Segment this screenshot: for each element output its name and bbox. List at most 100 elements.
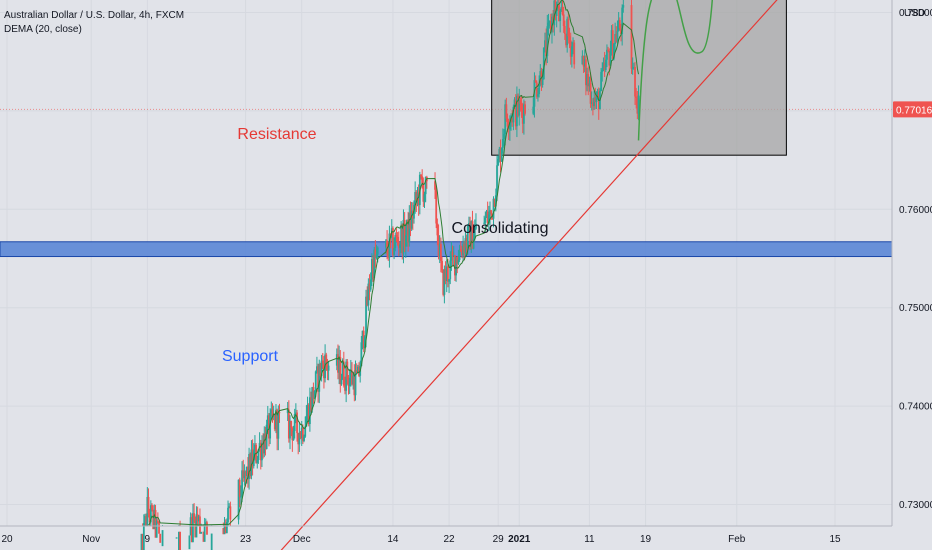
candle-body — [354, 370, 357, 396]
candle — [373, 246, 376, 281]
candle-body — [541, 79, 544, 85]
candle — [606, 44, 608, 68]
candle — [254, 435, 256, 461]
candle — [249, 452, 252, 479]
candle — [548, 20, 551, 29]
candle — [197, 514, 200, 526]
candle-body — [375, 254, 378, 258]
candle-body — [603, 62, 606, 71]
candle-body — [448, 279, 450, 282]
candle — [278, 403, 281, 423]
candle-body — [188, 535, 191, 550]
candle-body — [358, 366, 360, 376]
candle-body — [532, 106, 535, 114]
candle-body — [622, 5, 625, 8]
candle-body — [451, 251, 454, 256]
candle-body — [223, 524, 226, 535]
candle — [508, 115, 511, 141]
candle-body — [147, 496, 150, 514]
candle-body — [250, 449, 253, 477]
candle-body — [493, 198, 496, 207]
candle-body — [261, 442, 263, 461]
candle — [348, 368, 351, 394]
candle — [500, 147, 503, 162]
candle-body — [229, 506, 232, 520]
candle-body — [369, 279, 372, 290]
candle — [192, 503, 194, 543]
zones — [0, 0, 893, 258]
candle — [607, 46, 610, 53]
candle — [388, 225, 391, 268]
candle — [404, 223, 407, 258]
candle — [305, 405, 308, 428]
candle — [224, 519, 227, 534]
candle-body — [490, 210, 493, 214]
candle-body — [311, 387, 314, 410]
candle-body — [254, 444, 256, 452]
candle-body — [363, 336, 366, 349]
candle — [297, 432, 300, 455]
candle — [374, 240, 377, 268]
candle — [572, 37, 574, 55]
candle-body — [308, 397, 311, 425]
candle — [310, 391, 312, 413]
candle-body — [441, 260, 443, 271]
candle — [256, 455, 259, 469]
candle-body — [566, 18, 569, 46]
candle-body — [242, 470, 245, 479]
candle-body — [202, 531, 205, 542]
trendline — [280, 0, 778, 550]
candle — [229, 501, 232, 526]
candle — [594, 87, 597, 110]
candle-body — [396, 236, 399, 243]
candle-body — [547, 22, 550, 27]
candle-body — [417, 192, 420, 206]
candle — [292, 425, 295, 441]
candle — [243, 464, 246, 486]
candle-body — [565, 34, 567, 46]
candle — [151, 503, 153, 512]
candle-body — [434, 181, 436, 190]
indicator-label: DEMA (20, close) — [4, 24, 82, 35]
candle-body — [307, 404, 310, 425]
candle-body — [556, 4, 559, 9]
candle — [346, 358, 349, 385]
candle-body — [473, 228, 476, 239]
candle-body — [546, 26, 549, 57]
candle-body — [537, 94, 539, 97]
candle — [470, 220, 473, 253]
candle — [634, 61, 636, 105]
candle — [354, 360, 357, 401]
candle — [145, 513, 148, 527]
candle — [567, 10, 570, 44]
candle — [496, 155, 498, 202]
candle — [601, 62, 604, 82]
candle — [308, 387, 311, 432]
candle-body — [289, 421, 291, 439]
candle — [521, 102, 524, 134]
candle-body — [395, 235, 398, 237]
price-tick-label: 0.74000 — [899, 402, 932, 413]
candle-body — [386, 240, 388, 253]
candle — [325, 352, 328, 371]
candle — [537, 87, 539, 102]
time-tick-label: 19 — [640, 534, 652, 545]
candle-body — [600, 71, 603, 91]
candle-body — [618, 20, 621, 29]
candle-body — [301, 427, 304, 441]
candle — [581, 50, 584, 65]
candle — [439, 237, 442, 273]
candle-body — [344, 385, 346, 391]
candle-body — [340, 379, 343, 385]
time-tick-label: Nov — [82, 534, 100, 545]
candle-body — [507, 126, 510, 130]
candle — [149, 500, 152, 526]
candle — [448, 278, 450, 294]
candle-body — [300, 427, 303, 439]
candle — [402, 209, 405, 264]
candle — [337, 344, 339, 380]
candle-body — [296, 412, 298, 434]
candle — [158, 521, 160, 534]
candle — [290, 420, 293, 437]
